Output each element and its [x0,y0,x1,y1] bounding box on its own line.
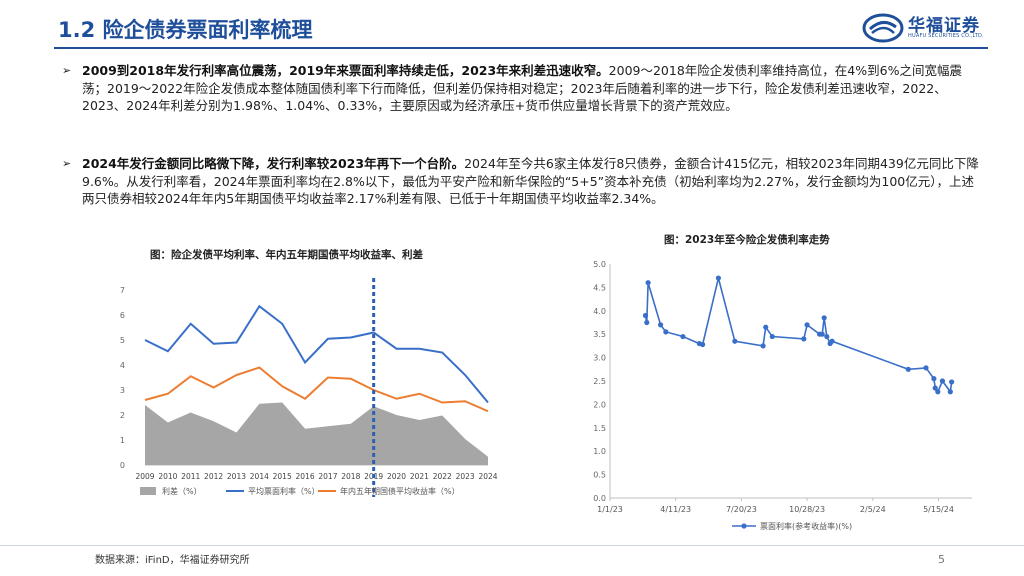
paragraph-2-body: 2024年至今共6家主体发行8只债券，金额合计415亿元，相较2023年同期43… [82,156,979,207]
legend-marker [741,523,747,529]
y-tick-label: 5 [120,336,125,345]
series-line-2 [144,366,489,413]
data-point [804,322,810,328]
data-point [947,389,953,395]
y-tick-label: 0 [120,461,125,470]
y-tick-label: 4.0 [593,307,606,316]
bullet-arrow-icon: ➢ [62,64,72,77]
x-tick-label: 2009 [135,472,154,481]
data-point [939,378,946,384]
data-point [642,312,649,319]
x-tick-label: 2018 [341,472,360,481]
data-point [760,343,766,349]
paragraph-2: ➢ 2024年发行金额同比略微下降，发行利率较2023年再下一个台阶。2024年… [62,155,980,208]
y-tick-label: 1 [120,436,125,445]
data-point [801,336,807,342]
title-underline [54,47,988,49]
data-source: 数据来源：iFinD，华福证券研究所 [95,555,250,566]
x-tick-label: 2023 [456,472,475,481]
y-tick-label: 1.0 [593,447,606,456]
y-tick-label: 7 [120,286,125,295]
y-tick-label: 4.5 [593,283,606,292]
series-area-spread [145,402,488,465]
insurer-bond-rate-trend-chart: 0.0 0.5 1.0 1.5 2.0 2.5 3.0 3.5 4.0 4.5 5.0 1/1/23 4… [593,260,972,531]
series-line-1 [144,304,489,404]
data-point [645,280,651,286]
y-tick-label: 0.0 [593,494,606,503]
data-point [644,319,650,326]
y-tick-label: 1.5 [593,424,606,433]
x-tick-label: 2012 [204,472,223,481]
data-point [700,341,706,348]
x-tick-label: 2021 [410,472,429,481]
legend-label: 票面利率(参考收益率)(%) [760,521,852,531]
data-point [824,333,830,340]
y-tick-label: 6 [120,311,125,320]
y-tick-label: 3.0 [593,354,606,363]
spread-rate-chart: 0 1 2 3 4 5 6 7 2009 2010 2011 2012 2013 2014 2015 2016… [120,278,498,497]
x-tick-label: 2011 [181,472,200,481]
paragraph-2-lead: 2024年发行金额同比略微下降，发行利率较2023年再下一个台阶。 [82,156,465,171]
x-tick-label: 1/1/23 [597,505,623,514]
x-tick-label: 2024 [478,472,497,481]
data-point [931,376,937,382]
x-tick-label: 5/15/24 [923,505,954,514]
x-tick-label: 2/5/24 [860,505,886,514]
x-tick-label: 4/11/23 [660,505,691,514]
data-point [763,324,769,330]
x-tick-label: 2020 [387,472,406,481]
y-tick-label: 5.0 [593,260,606,269]
page-title: 1.2 险企债券票面利率梳理 [58,18,313,42]
bullet-arrow-icon: ➢ [62,157,72,170]
data-point [821,315,827,321]
y-tick-label: 2.0 [593,400,606,409]
huafu-logo-icon [862,13,904,43]
x-tick-label: 2015 [273,472,292,481]
y-tick-label: 3.5 [593,330,606,339]
x-tick-label: 7/20/23 [726,505,757,514]
data-point [769,333,775,340]
y-tick-label: 4 [120,361,125,370]
x-tick-label: 2017 [318,472,337,481]
logo-name: 华福证券 [908,16,980,36]
legend-label-2: 年内五年期国债平均收益率（%） [340,486,460,496]
paragraph-1: ➢ 2009到2018年发行利率高位震荡，2019年来票面利率持续走低，2023… [62,62,980,115]
footer-divider [0,545,1024,546]
right-chart-title: 图：2023年至今险企发债利率走势 [664,234,830,246]
y-tick-label: 0.5 [593,471,606,480]
paragraph-1-body: 2009～2018年险企发债利率维持高位，在4%到6%之间宽幅震荡；2019～2… [82,63,962,114]
x-tick-label: 10/28/23 [789,505,825,514]
y-tick-label: 2.5 [593,377,606,386]
x-tick-label: 2010 [158,472,177,481]
data-point [680,333,686,340]
x-tick-label: 2013 [227,472,246,481]
legend-swatch-0 [140,487,156,495]
data-point [663,329,669,335]
logo-subtitle: HUAFU SECURITIES CO.,LTD. [908,33,984,39]
legend-label-0: 利差（%） [162,486,202,496]
x-tick-label: 2014 [250,472,269,481]
left-chart-title: 图：险企发债平均利率、年内五年期国债平均收益率、利差 [150,249,423,261]
series-line-coupon-rate [644,277,953,394]
data-point [732,338,738,344]
data-point [935,389,941,395]
legend-label-1: 平均票面利率（%） [248,486,320,496]
y-tick-label: 3 [120,386,125,395]
data-point [657,322,664,328]
x-tick-label: 2022 [433,472,452,481]
data-point [905,366,911,372]
data-point [715,275,722,281]
x-tick-label: 2016 [296,472,315,481]
y-tick-label: 2 [120,411,125,420]
page-number: 5 [938,553,945,566]
data-point [923,365,929,371]
data-point [829,338,835,344]
paragraph-1-lead: 2009到2018年发行利率高位震荡，2019年来票面利率持续走低，2023年来… [82,63,609,78]
data-point [949,379,955,385]
data-point [932,385,938,391]
data-point [819,331,825,337]
